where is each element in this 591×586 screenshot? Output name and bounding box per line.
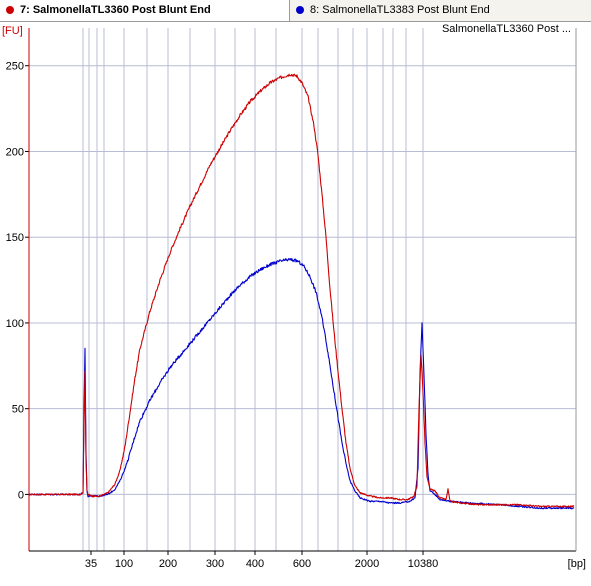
tab-sample-7[interactable]: 7: SalmonellaTL3360 Post Blunt End: [0, 0, 290, 21]
sample-tabs: 7: SalmonellaTL3360 Post Blunt End 8: Sa…: [0, 0, 591, 22]
chart-title: SalmonellaTL3360 Post ...: [442, 23, 571, 35]
y-tick-label: 200: [6, 146, 24, 158]
y-tick-label: 100: [6, 318, 24, 330]
x-tick-label: 35: [85, 558, 97, 570]
electropherogram-chart: 0 50 100 150 200 250 35 100 200 300 400 600 2000 1038…: [2, 23, 586, 570]
tab-sample-7-label: 7: SalmonellaTL3360 Post Blunt End: [20, 4, 211, 16]
series-line-sample-8: [28, 258, 575, 510]
sample-7-dot-icon: [6, 6, 14, 14]
x-tick-label: 100: [115, 558, 133, 570]
x-tick-label: 600: [293, 558, 311, 570]
x-axis-label: [bp]: [568, 558, 586, 570]
x-tick-label: 2000: [355, 558, 379, 570]
x-tick-label: 300: [206, 558, 224, 570]
x-tick-label: 400: [246, 558, 264, 570]
y-tick-label: 150: [6, 232, 24, 244]
x-tick-label: 10380: [408, 558, 439, 570]
x-tick-label: 200: [159, 558, 177, 570]
tab-sample-8[interactable]: 8: SalmonellaTL3383 Post Blunt End: [290, 0, 591, 21]
y-axis-label: [FU]: [2, 25, 23, 37]
sample-8-dot-icon: [296, 6, 304, 14]
y-tick-label: 50: [12, 404, 24, 416]
series-line-sample-7: [28, 73, 575, 508]
tab-sample-8-label: 8: SalmonellaTL3383 Post Blunt End: [310, 4, 490, 16]
y-tick-label: 250: [6, 61, 24, 73]
y-tick-label: 0: [18, 489, 24, 501]
